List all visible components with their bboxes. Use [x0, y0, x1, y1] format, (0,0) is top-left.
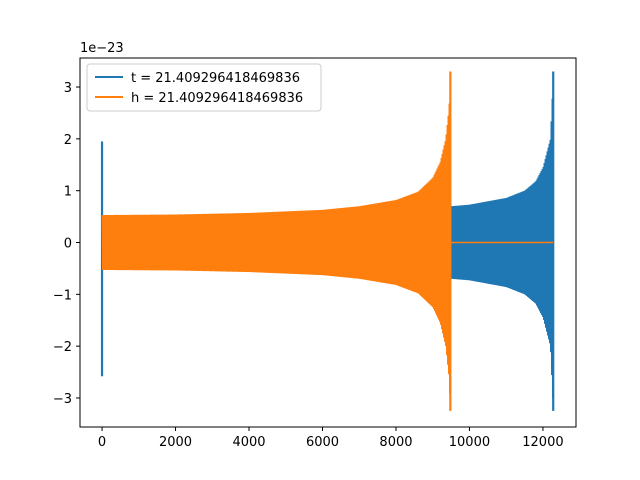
y-tick-label: 2 — [64, 133, 72, 148]
legend: t = 21.409296418469836 h = 21.4092964184… — [86, 63, 322, 112]
x-tick-label: 10000 — [449, 435, 490, 450]
series-1-oscillation — [101, 78, 451, 394]
x-axis: 0 2000 4000 6000 8000 10000 12000 — [98, 427, 564, 450]
x-tick-label: 4000 — [232, 435, 265, 450]
y-tick-label: 3 — [64, 81, 72, 96]
series-layer — [100, 71, 555, 411]
y-axis: −3 −2 −1 0 1 2 3 — [53, 81, 80, 407]
y-tick-label: 0 — [64, 237, 72, 252]
legend-box — [86, 63, 322, 112]
y-tick-label: −3 — [53, 392, 72, 407]
x-tick-label: 6000 — [306, 435, 339, 450]
x-tick-label: 2000 — [159, 435, 192, 450]
y-tick-label: −1 — [53, 288, 72, 303]
y-offset-text: 1e−23 — [80, 41, 124, 56]
legend-label-t: t = 21.409296418469836 — [131, 71, 300, 86]
legend-label-h: h = 21.409296418469836 — [131, 91, 303, 106]
y-tick-label: −2 — [53, 340, 72, 355]
x-tick-label: 0 — [98, 435, 106, 450]
y-tick-label: 1 — [64, 185, 72, 200]
x-tick-label: 8000 — [379, 435, 412, 450]
x-tick-label: 12000 — [522, 435, 563, 450]
series-1 — [101, 71, 554, 411]
